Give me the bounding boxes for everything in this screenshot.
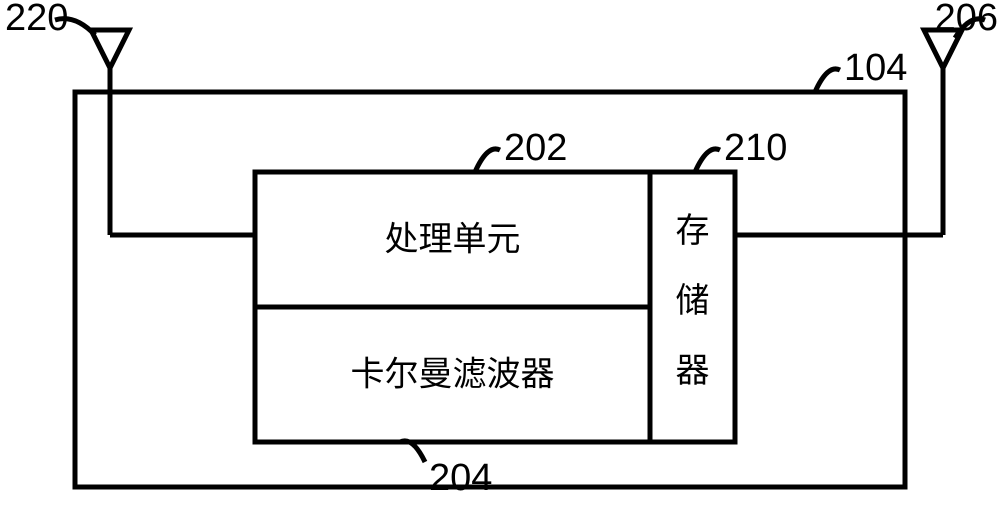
block-diagram: 处理单元 卡尔曼滤波器 存储器 220 206 104 202 210 204 (0, 0, 1000, 517)
ref-206: 206 (935, 0, 998, 39)
kalman-filter-label: 卡尔曼滤波器 (351, 356, 555, 394)
ref-204: 204 (429, 457, 492, 499)
ref-104: 104 (844, 47, 907, 89)
antenna-right-icon (924, 30, 962, 235)
ref-220: 220 (5, 0, 68, 39)
ref-210: 210 (724, 127, 787, 169)
leader-104 (815, 69, 840, 92)
memory-label: 存储器 (676, 212, 710, 390)
ref-202: 202 (504, 127, 567, 169)
processing-unit-label: 处理单元 (385, 221, 521, 259)
